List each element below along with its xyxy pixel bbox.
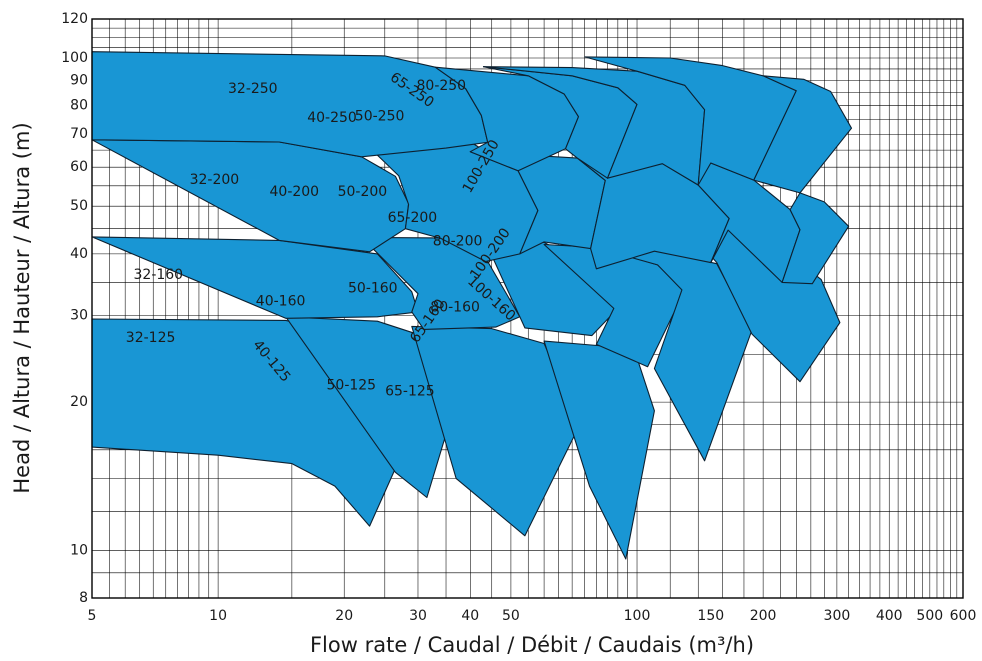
zone-label-40-200: 40-200 bbox=[270, 184, 320, 200]
x-tick-label: 500 bbox=[916, 608, 943, 624]
x-tick-label: 300 bbox=[824, 608, 851, 624]
y-tick-label: 60 bbox=[70, 159, 88, 175]
zone-label-50-160: 50-160 bbox=[348, 281, 398, 297]
zone-label-50-200: 50-200 bbox=[338, 184, 388, 200]
x-tick-label: 10 bbox=[209, 608, 227, 624]
y-tick-label: 8 bbox=[79, 590, 88, 606]
zone-label-80-250: 80-250 bbox=[417, 78, 467, 94]
y-tick-label: 100 bbox=[61, 50, 88, 66]
pump-zones bbox=[91, 51, 853, 560]
zone-label-80-160: 80-160 bbox=[430, 300, 480, 316]
zone-label-32-200: 32-200 bbox=[190, 172, 240, 188]
zone-100-200 bbox=[781, 192, 850, 285]
zone-label-32-250: 32-250 bbox=[228, 81, 278, 97]
x-tick-label: 400 bbox=[876, 608, 903, 624]
y-tick-label: 20 bbox=[70, 394, 88, 410]
y-tick-label: 90 bbox=[70, 73, 88, 89]
x-tick-label: 600 bbox=[950, 608, 977, 624]
y-axis-title: Head / Altura / Hauteur / Altura (m) bbox=[10, 122, 34, 493]
zone-label-32-160: 32-160 bbox=[134, 267, 184, 283]
x-tick-label: 5 bbox=[88, 608, 97, 624]
y-tick-label: 40 bbox=[70, 246, 88, 262]
zone-label-65-125: 65-125 bbox=[385, 384, 435, 400]
zone-label-65-200: 65-200 bbox=[388, 210, 438, 226]
zone-80-250 bbox=[584, 56, 797, 186]
zone-label-40-160: 40-160 bbox=[256, 294, 306, 310]
zone-label-50-125: 50-125 bbox=[327, 378, 377, 394]
x-axis-title: Flow rate / Caudal / Débit / Caudais (m³… bbox=[310, 633, 754, 657]
zone-65-250 bbox=[482, 66, 706, 186]
y-tick-label: 50 bbox=[70, 198, 88, 214]
zone-100-250 bbox=[753, 75, 853, 194]
x-tick-label: 20 bbox=[335, 608, 353, 624]
x-tick-label: 50 bbox=[502, 608, 520, 624]
zone-label-50-250: 50-250 bbox=[355, 108, 405, 124]
y-tick-label: 80 bbox=[70, 98, 88, 114]
y-tick-label: 30 bbox=[70, 307, 88, 323]
x-tick-label: 30 bbox=[409, 608, 427, 624]
zone-label-40-250: 40-250 bbox=[307, 110, 357, 126]
y-axis-ticks: 8 10 20 30 40 50 60 70 80 90 100 120 bbox=[61, 11, 88, 606]
x-tick-label: 40 bbox=[461, 608, 479, 624]
zone-label-80-200: 80-200 bbox=[433, 233, 483, 249]
y-tick-label: 120 bbox=[61, 11, 88, 27]
zone-label-32-125: 32-125 bbox=[126, 330, 176, 346]
y-tick-label: 10 bbox=[70, 542, 88, 558]
plot-frame bbox=[91, 18, 964, 599]
x-tick-label: 100 bbox=[624, 608, 651, 624]
x-axis-ticks: 5 10 20 30 40 50 100 150 200 300 400 500 600 bbox=[88, 608, 977, 624]
x-tick-label: 150 bbox=[697, 608, 724, 624]
y-tick-label: 70 bbox=[70, 126, 88, 142]
x-tick-label: 200 bbox=[750, 608, 777, 624]
